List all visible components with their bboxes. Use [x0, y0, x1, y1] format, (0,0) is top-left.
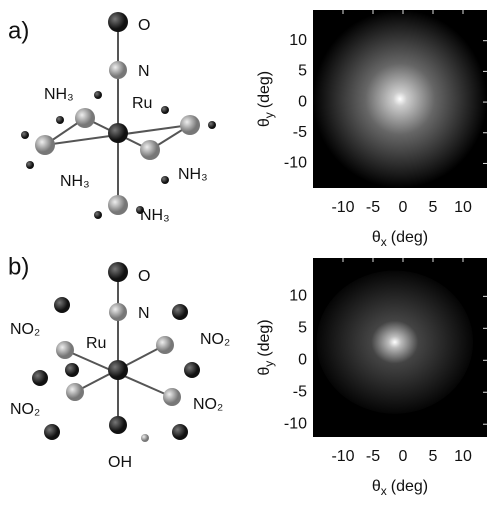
atom-label: Ru [86, 335, 106, 352]
atom-label: NO₂ [10, 401, 40, 418]
axis-subscript: y [262, 112, 276, 118]
molecule-b: b) O N Ru NO₂ NO₂ NO₂ NO₂ OH [8, 253, 230, 471]
x-tick-label: -5 [366, 448, 380, 465]
x-tick-label: 0 [399, 199, 408, 216]
axis-label: θx (deg) [372, 478, 428, 498]
intensity-image [316, 270, 474, 414]
atom-label: NH₃ [140, 207, 170, 224]
axis-symbol: θ [256, 118, 273, 127]
atom-label: NH₃ [60, 173, 90, 190]
y-tick-label: -10 [284, 415, 307, 432]
intensity-image [313, 10, 487, 188]
axis-label: θy (deg) [256, 71, 276, 127]
y-tick-label: 0 [298, 93, 307, 110]
atom-label: OH [108, 454, 132, 471]
x-tick-label: 10 [454, 199, 472, 216]
x-tick-label: -10 [331, 199, 354, 216]
panel-label: b) [8, 253, 29, 280]
axis-symbol: θ [256, 367, 273, 376]
x-tick-label: 10 [454, 448, 472, 465]
y-tick-label: -5 [293, 383, 307, 400]
axis-subscript: x [381, 235, 387, 249]
axis-label: θy (deg) [256, 319, 276, 375]
axis-symbol: θ [372, 229, 381, 246]
y-tick-label: 10 [289, 288, 307, 305]
atom-label: O [138, 268, 150, 285]
axis-subscript: x [381, 484, 387, 498]
axis-unit: (deg) [256, 71, 273, 108]
axis-unit: (deg) [391, 478, 428, 495]
x-tick-label: 0 [399, 448, 408, 465]
axis-label: θx (deg) [372, 229, 428, 249]
x-tick-label: -10 [331, 448, 354, 465]
atom-label: NH₃ [178, 166, 208, 183]
axis-subscript: y [262, 361, 276, 367]
y-tick-label: 0 [298, 352, 307, 369]
atom-label: N [138, 63, 150, 80]
axis-unit: (deg) [391, 229, 428, 246]
y-tick-label: 10 [289, 32, 307, 49]
panel-label: a) [8, 17, 29, 44]
atom-label: N [138, 305, 150, 322]
x-tick-label: 5 [429, 199, 438, 216]
atom-label: NO₂ [10, 321, 40, 338]
atom-label: NO₂ [193, 396, 223, 413]
atom-label: Ru [132, 95, 152, 112]
atom-label: NH₃ [44, 86, 74, 103]
y-tick-label: 5 [298, 63, 307, 80]
molecule-a: a) O N Ru NH₃ NH₃ NH₃ NH₃ [8, 12, 216, 224]
y-tick-label: 5 [298, 320, 307, 337]
x-tick-label: -5 [366, 199, 380, 216]
axis-symbol: θ [372, 478, 381, 495]
axis-unit: (deg) [256, 319, 273, 356]
x-tick-label: 5 [429, 448, 438, 465]
y-tick-label: -5 [293, 124, 307, 141]
y-tick-label: -10 [284, 155, 307, 172]
atom-label: O [138, 17, 150, 34]
atom-label: NO₂ [200, 331, 230, 348]
